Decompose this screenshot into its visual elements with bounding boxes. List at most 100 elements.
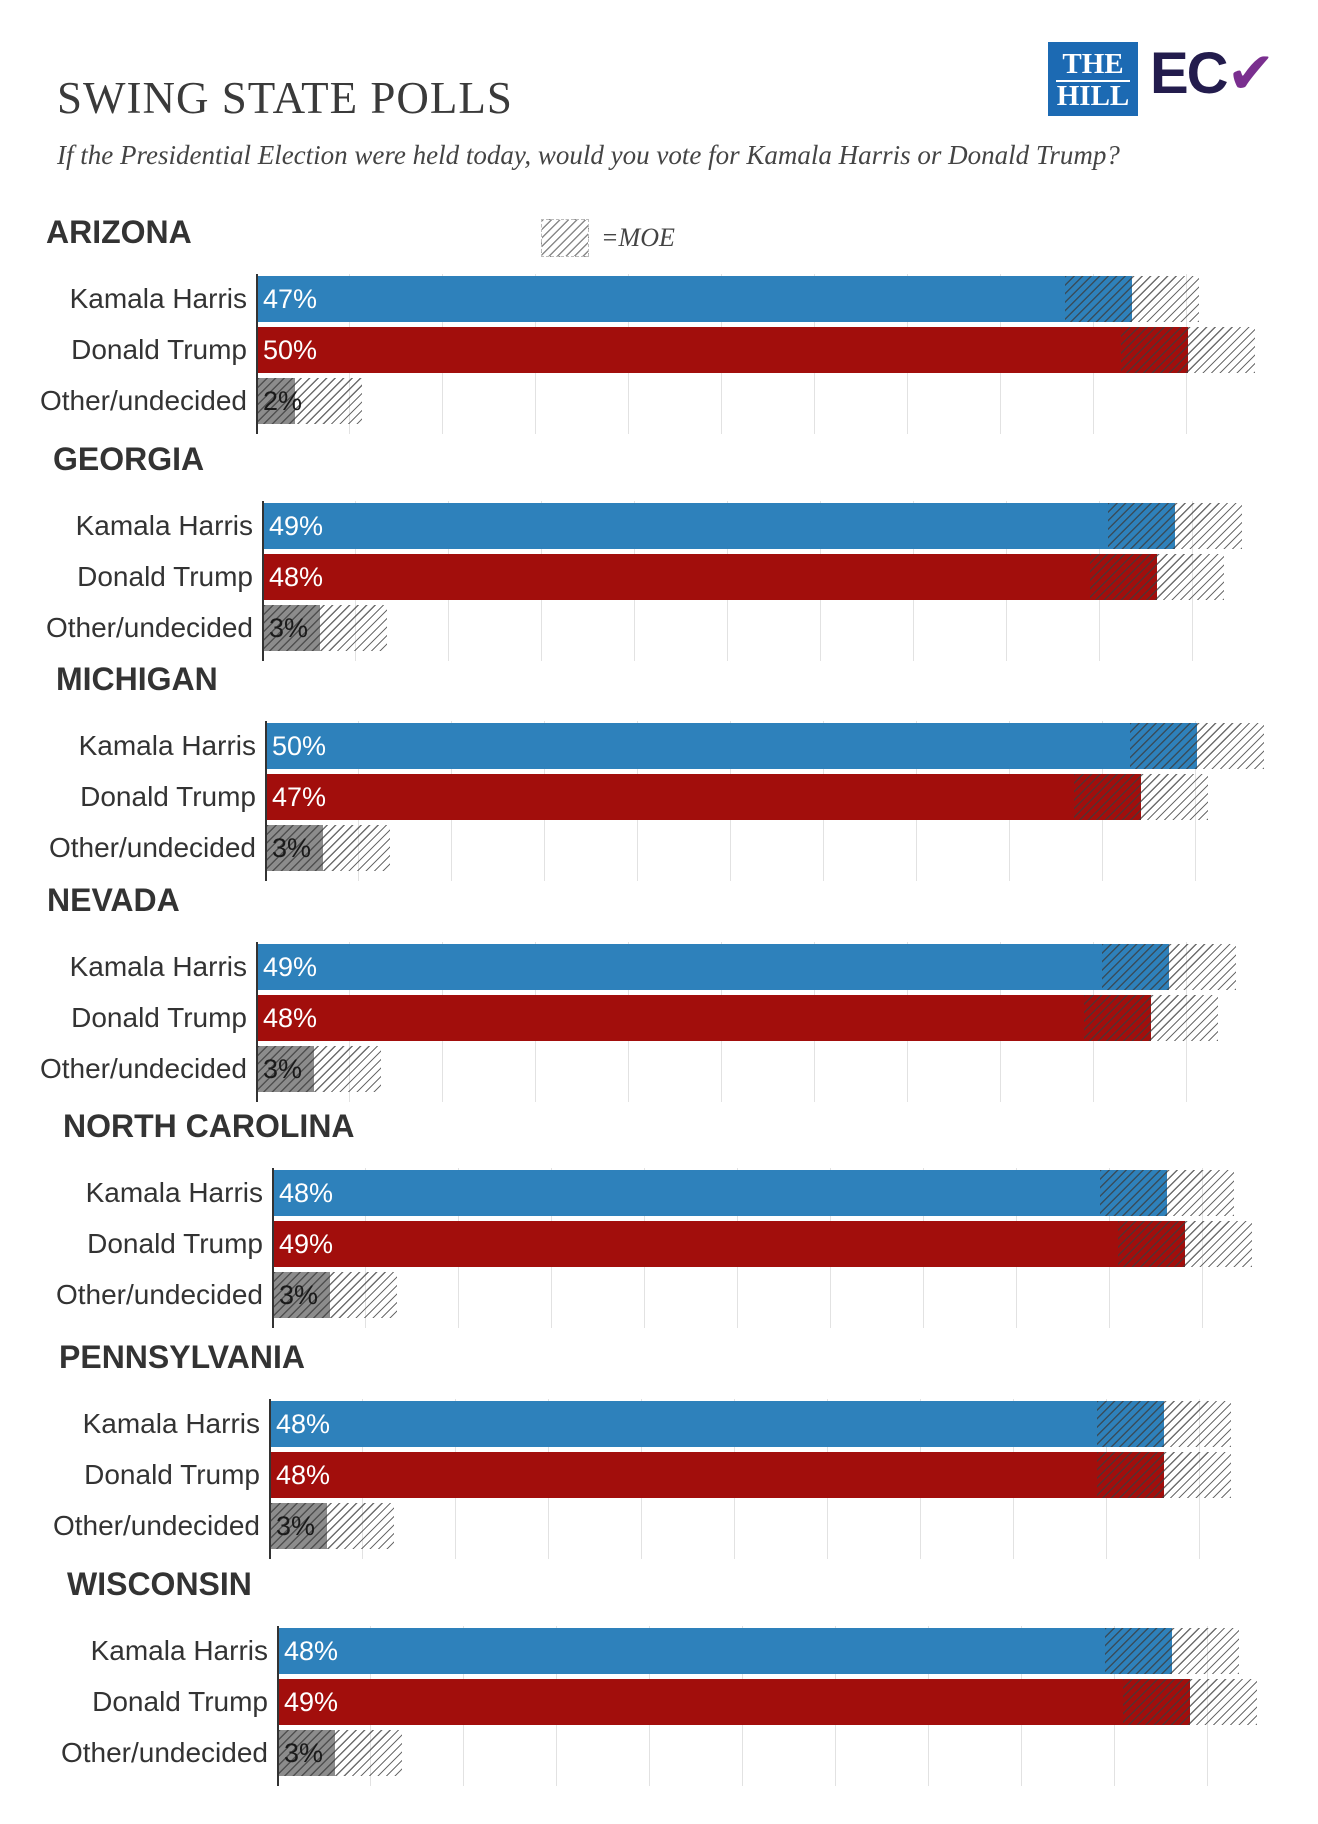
candidate-label-trump: Donald Trump [77, 561, 253, 592]
legend: =MOE [541, 218, 675, 258]
value-label-north-carolina-other: 3% [279, 1280, 319, 1310]
y-axis-line [256, 942, 258, 1102]
state-block-pennsylvania: PENNSYLVANIA Kamala Harris 48% Donald Trump… [0, 1339, 1318, 1559]
value-label-pennsylvania-harris: 48% [276, 1409, 331, 1439]
ecp-logo-text: EC [1150, 41, 1229, 106]
value-label-pennsylvania-other: 3% [276, 1511, 316, 1541]
candidate-label-harris: Kamala Harris [75, 510, 253, 541]
y-axis-line [262, 501, 264, 661]
moe-band-nevada-trump [1083, 995, 1218, 1041]
value-label-north-carolina-harris: 48% [279, 1178, 334, 1208]
state-block-arizona: ARIZONA Kamala Harris 47% Donald Trump 50% Ot… [0, 214, 1318, 434]
state-name-nevada: NEVADA [47, 882, 180, 918]
value-label-arizona-harris: 47% [263, 284, 318, 314]
value-label-michigan-other: 3% [272, 833, 312, 863]
moe-band-nevada-other [258, 1046, 381, 1092]
value-label-wisconsin-harris: 48% [284, 1636, 339, 1666]
state-block-wisconsin: WISCONSIN Kamala Harris 48% Donald Trump 49%… [0, 1566, 1318, 1786]
state-name-arizona: ARIZONA [46, 214, 192, 250]
y-axis-line [272, 1168, 274, 1328]
candidate-label-trump: Donald Trump [71, 1002, 247, 1033]
moe-hatch-swatch [541, 219, 589, 257]
moe-band-wisconsin-trump [1123, 1679, 1258, 1725]
value-label-wisconsin-other: 3% [284, 1738, 324, 1768]
the-hill-logo-line1: THE [1062, 48, 1124, 80]
state-name-pennsylvania: PENNSYLVANIA [59, 1339, 305, 1375]
value-label-arizona-other: 2% [263, 386, 303, 416]
state-name-north-carolina: NORTH CAROLINA [63, 1108, 355, 1144]
candidate-label-other: Other/undecided [45, 612, 253, 643]
moe-band-pennsylvania-harris [1096, 1401, 1231, 1447]
bar-north-carolina-trump [274, 1221, 1186, 1267]
state-name-michigan: MICHIGAN [56, 661, 218, 697]
bar-pennsylvania-trump [271, 1452, 1164, 1498]
moe-band-wisconsin-other [279, 1730, 402, 1776]
bar-arizona-trump [258, 327, 1188, 373]
y-axis-line [256, 274, 258, 434]
candidate-label-trump: Donald Trump [80, 781, 256, 812]
value-label-nevada-trump: 48% [263, 1003, 318, 1033]
moe-band-pennsylvania-other [271, 1503, 394, 1549]
chart-title: SWING STATE POLLS [57, 73, 513, 123]
moe-band-michigan-trump [1074, 774, 1209, 820]
bar-nevada-trump [258, 995, 1151, 1041]
bar-north-carolina-harris [274, 1170, 1167, 1216]
candidate-label-harris: Kamala Harris [78, 730, 256, 761]
ecp-check-icon: ✔ [1226, 41, 1276, 106]
cropped-top-text [0, 0, 700, 8]
bar-arizona-harris [258, 276, 1133, 322]
candidate-label-other: Other/undecided [39, 1053, 247, 1084]
legend-label: =MOE [601, 223, 675, 252]
moe-band-georgia-harris [1108, 503, 1243, 549]
bar-georgia-harris [264, 503, 1176, 549]
state-block-michigan: MICHIGAN Kamala Harris 50% Donald Trump 47% O… [0, 661, 1318, 881]
value-label-georgia-harris: 49% [269, 511, 324, 541]
state-block-nevada: NEVADA Kamala Harris 49% Donald Trump 48% Oth… [0, 882, 1318, 1102]
moe-band-north-carolina-trump [1118, 1221, 1253, 1267]
value-label-nevada-harris: 49% [263, 952, 318, 982]
value-label-wisconsin-trump: 49% [284, 1687, 339, 1717]
candidate-label-trump: Donald Trump [71, 334, 247, 365]
state-name-georgia: GEORGIA [53, 441, 205, 477]
value-label-arizona-trump: 50% [263, 335, 318, 365]
moe-band-georgia-other [264, 605, 387, 651]
moe-band-pennsylvania-trump [1096, 1452, 1231, 1498]
candidate-label-harris: Kamala Harris [90, 1635, 268, 1666]
candidate-label-trump: Donald Trump [92, 1686, 268, 1717]
moe-band-michigan-harris [1130, 723, 1264, 769]
moe-band-arizona-trump [1121, 327, 1255, 373]
the-hill-logo: THE HILL [1048, 42, 1138, 116]
candidate-label-trump: Donald Trump [87, 1228, 263, 1259]
y-axis-line [277, 1626, 279, 1786]
the-hill-logo-line2: HILL [1056, 80, 1130, 112]
bar-pennsylvania-harris [271, 1401, 1164, 1447]
candidate-label-other: Other/undecided [39, 385, 247, 416]
value-label-nevada-other: 3% [263, 1054, 303, 1084]
candidate-label-other: Other/undecided [52, 1510, 260, 1541]
moe-band-georgia-trump [1089, 554, 1224, 600]
chart-subtitle: If the Presidential Election were held t… [57, 140, 1120, 170]
moe-band-north-carolina-other [274, 1272, 397, 1318]
moe-band-arizona-harris [1065, 276, 1200, 322]
moe-band-north-carolina-harris [1099, 1170, 1234, 1216]
value-label-pennsylvania-trump: 48% [276, 1460, 331, 1490]
moe-band-michigan-other [267, 825, 390, 871]
candidate-label-other: Other/undecided [55, 1279, 263, 1310]
ecp-logo: EC✔ [1150, 41, 1276, 106]
value-label-north-carolina-trump: 49% [279, 1229, 334, 1259]
candidate-label-other: Other/undecided [48, 832, 256, 863]
value-label-georgia-trump: 48% [269, 562, 324, 592]
value-label-georgia-other: 3% [269, 613, 309, 643]
value-label-michigan-trump: 47% [272, 782, 327, 812]
state-name-wisconsin: WISCONSIN [67, 1566, 252, 1602]
bar-georgia-trump [264, 554, 1157, 600]
value-label-michigan-harris: 50% [272, 731, 327, 761]
y-axis-line [265, 721, 267, 881]
bar-wisconsin-trump [279, 1679, 1191, 1725]
moe-band-nevada-harris [1102, 944, 1237, 990]
candidate-label-harris: Kamala Harris [82, 1408, 260, 1439]
state-block-north-carolina: NORTH CAROLINA Kamala Harris 48% Donald Tru… [0, 1108, 1318, 1328]
candidate-label-other: Other/undecided [60, 1737, 268, 1768]
state-block-georgia: GEORGIA Kamala Harris 49% Donald Trump 48% Ot… [0, 441, 1318, 661]
candidate-label-harris: Kamala Harris [69, 283, 247, 314]
